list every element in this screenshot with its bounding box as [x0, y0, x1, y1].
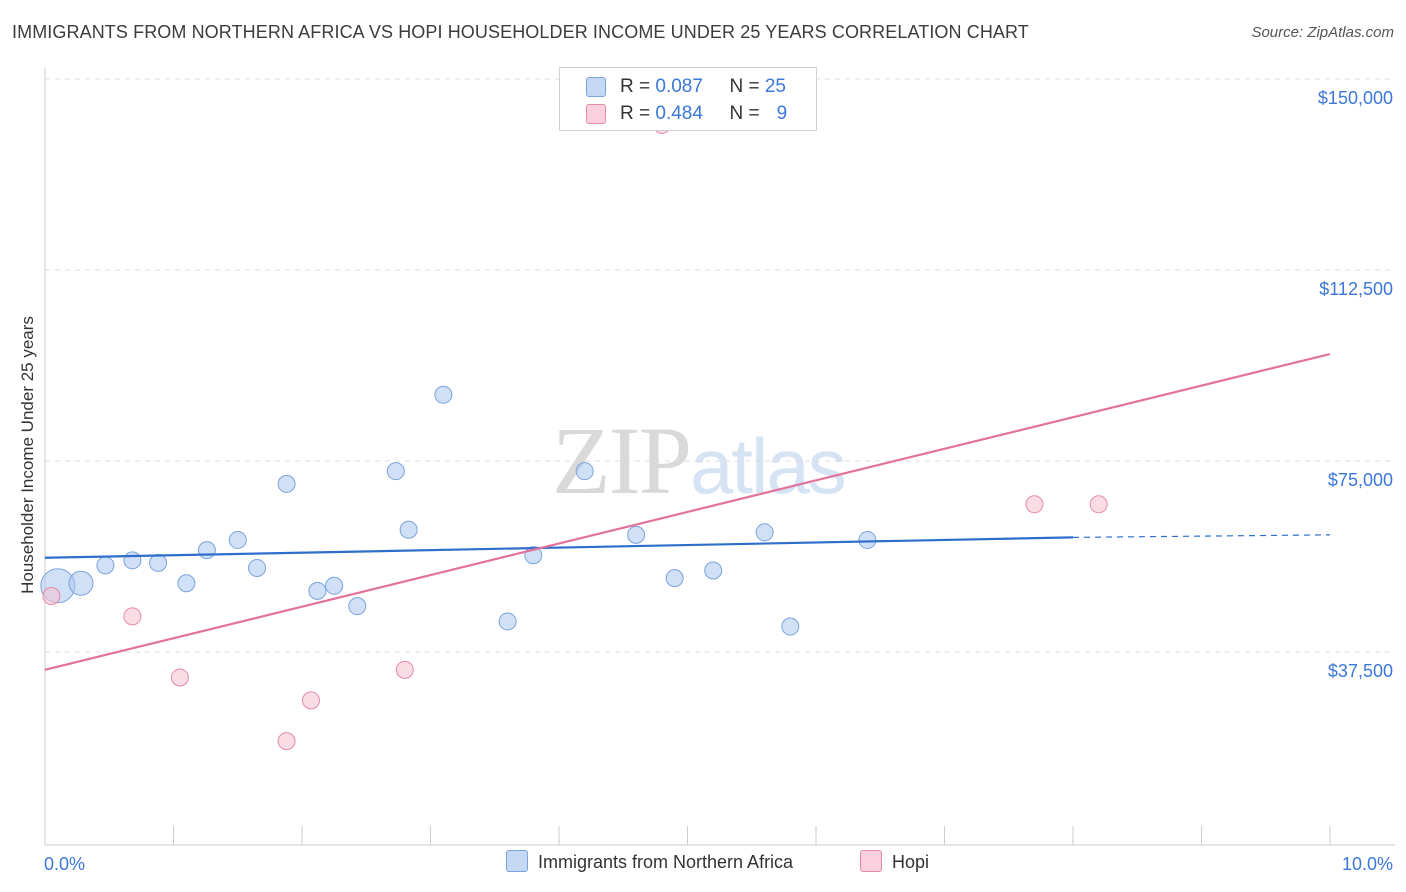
point-series0-21 — [704, 561, 723, 580]
point-series0-13 — [386, 462, 405, 481]
point-series0-24 — [858, 530, 877, 549]
point-series0-18 — [575, 462, 594, 481]
y-tick-label-2: $75,000 — [1328, 470, 1393, 490]
legend-swatch-northern-africa — [506, 850, 528, 873]
point-series1-0 — [42, 586, 61, 605]
chart-title: IMMIGRANTS FROM NORTHERN AFRICA VS HOPI … — [12, 22, 1029, 42]
point-series0-23 — [781, 617, 800, 636]
point-series0-2 — [96, 556, 115, 575]
point-series0-20 — [665, 569, 684, 588]
point-series1-8 — [1089, 495, 1108, 514]
point-series0-3 — [123, 551, 142, 570]
y-tick-label-3: $37,500 — [1328, 661, 1393, 681]
trend-line-series0 — [44, 536, 1074, 559]
point-series0-7 — [228, 530, 247, 549]
point-series0-19 — [627, 525, 646, 544]
point-series0-11 — [325, 576, 344, 595]
point-series0-9 — [277, 474, 296, 493]
legend-swatch-blue — [586, 77, 606, 97]
source-label: Source: ZipAtlas.com — [1251, 24, 1394, 41]
legend-swatch-hopi — [860, 850, 882, 873]
x-tick-label-max: 10.0% — [1342, 854, 1393, 874]
trend-line-series1 — [44, 352, 1331, 671]
point-series0-8 — [248, 558, 267, 577]
legend-stats-hopi: R = 0.484 N = 9 — [620, 103, 788, 124]
point-series0-16 — [498, 612, 517, 631]
legend-label-hopi: Hopi — [892, 852, 930, 872]
point-series0-1 — [68, 570, 94, 596]
legend-stats-northern-africa: R = 0.087 N = 25 — [620, 76, 786, 97]
point-series0-10 — [308, 581, 327, 600]
legend-item-hopi: Hopi — [860, 850, 930, 874]
legend-item-northern-africa: Immigrants from Northern Africa — [506, 850, 794, 874]
point-series0-4 — [149, 553, 168, 572]
point-series1-2 — [170, 668, 189, 687]
trend-line-extension-series0 — [1072, 534, 1331, 538]
y-tick-label-0: $150,000 — [1318, 88, 1393, 108]
point-series1-7 — [1025, 495, 1044, 514]
point-series1-1 — [123, 607, 142, 626]
point-series0-15 — [434, 385, 453, 404]
legend-label-northern-africa: Immigrants from Northern Africa — [538, 852, 794, 872]
point-series0-22 — [755, 523, 774, 542]
point-series1-3 — [277, 732, 296, 751]
correlation-legend: R = 0.087 N = 25 R = 0.484 N = 9 — [559, 67, 817, 131]
point-series0-6 — [197, 541, 216, 560]
legend-swatch-pink — [586, 104, 606, 124]
point-series1-5 — [395, 660, 414, 679]
point-series0-5 — [177, 574, 196, 593]
watermark-atlas: atlas — [690, 422, 847, 510]
point-series1-4 — [301, 691, 320, 710]
x-tick-label-min: 0.0% — [44, 854, 85, 874]
point-series0-12 — [348, 597, 367, 616]
y-tick-label-1: $112,500 — [1319, 279, 1393, 299]
point-series0-14 — [399, 520, 418, 539]
